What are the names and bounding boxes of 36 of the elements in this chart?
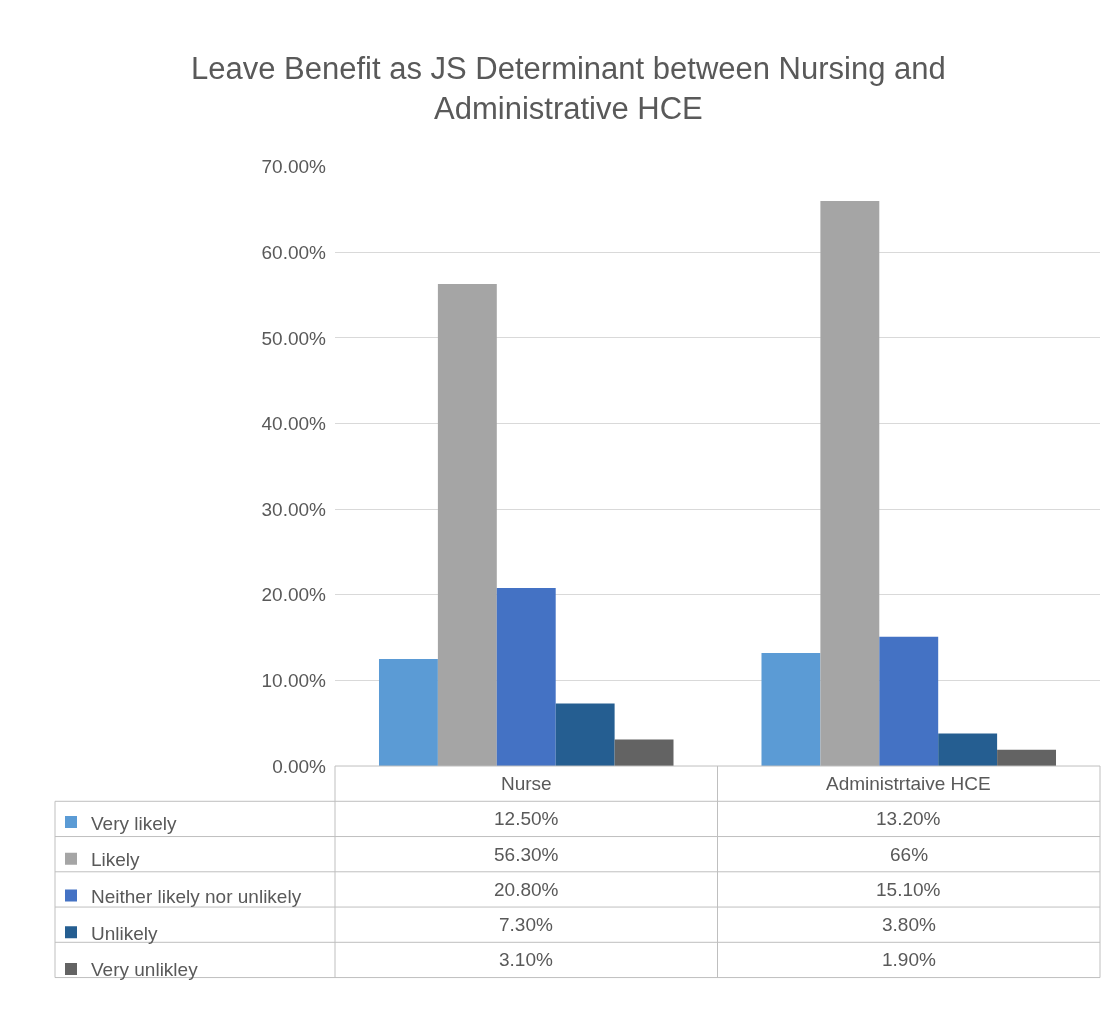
bar bbox=[496, 587, 556, 767]
y-tick-label: 20.00% bbox=[261, 584, 327, 606]
legend-label: Likely bbox=[91, 849, 141, 871]
data-label: 56.30% bbox=[494, 844, 559, 865]
legend-label: Unlikely bbox=[91, 922, 159, 944]
data-label: 15.10% bbox=[876, 879, 941, 900]
y-tick-label: 70.00% bbox=[261, 156, 327, 178]
y-tick-label: 50.00% bbox=[261, 327, 327, 349]
bar bbox=[761, 653, 821, 767]
legend-label: Very likely bbox=[91, 812, 178, 834]
legend-label: Neither likely nor unlikely bbox=[91, 885, 302, 907]
data-label: 13.20% bbox=[876, 808, 941, 829]
bar bbox=[555, 703, 615, 767]
bar bbox=[820, 200, 880, 767]
bar bbox=[437, 283, 497, 767]
y-tick-label: 40.00% bbox=[261, 413, 327, 435]
bar bbox=[614, 739, 674, 767]
y-tick-label: 10.00% bbox=[261, 670, 327, 692]
x-tick-label: Nurse bbox=[501, 773, 552, 794]
y-tick-label: 0.00% bbox=[272, 755, 327, 777]
data-label: 3.80% bbox=[882, 914, 936, 935]
data-label: 7.30% bbox=[499, 914, 553, 935]
chart-title: Leave Benefit as JS Determinant between Nursing and Administrative HCE bbox=[191, 51, 946, 127]
y-tick-label: 30.00% bbox=[261, 498, 327, 520]
legend-label: Very unlikley bbox=[91, 959, 199, 981]
data-label: 1.90% bbox=[882, 949, 936, 970]
y-tick-label: 60.00% bbox=[261, 241, 327, 263]
bar bbox=[938, 733, 998, 767]
bar bbox=[378, 659, 438, 767]
data-label: 20.80% bbox=[494, 879, 559, 900]
bar bbox=[879, 636, 939, 767]
bar bbox=[997, 749, 1057, 767]
data-label: 12.50% bbox=[494, 808, 559, 829]
x-tick-label: Administrtaive HCE bbox=[826, 773, 991, 794]
data-label: 3.10% bbox=[499, 949, 553, 970]
data-label: 66% bbox=[890, 844, 929, 865]
